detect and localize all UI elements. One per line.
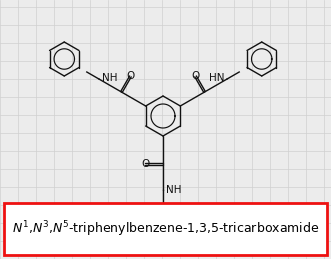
Text: $\mathit{N}^{1}$,$\mathit{N}^{3}$,$\mathit{N}^{5}$-triphenylbenzene-1,3,5-tricar: $\mathit{N}^{1}$,$\mathit{N}^{3}$,$\math…	[12, 219, 319, 239]
Text: NH: NH	[102, 73, 118, 83]
Bar	[4, 203, 327, 255]
Text: O: O	[191, 71, 200, 81]
Text: NH: NH	[166, 185, 181, 195]
Text: HN: HN	[209, 73, 224, 83]
Text: O: O	[126, 71, 135, 81]
Text: O: O	[141, 159, 149, 169]
